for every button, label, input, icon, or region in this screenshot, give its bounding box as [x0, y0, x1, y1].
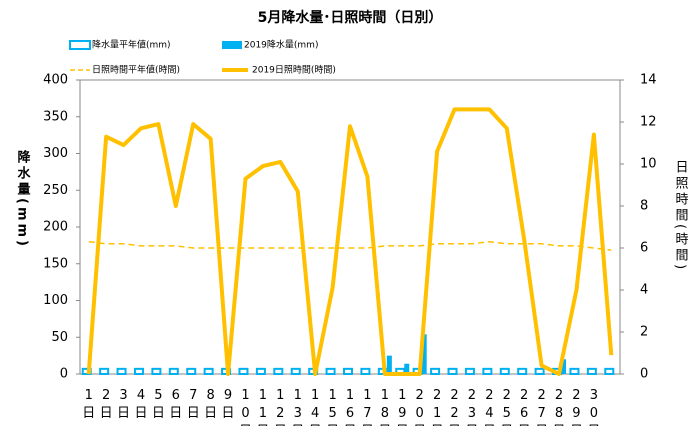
normal-rain-box	[360, 367, 371, 376]
x-tick-label: 21日	[431, 388, 444, 427]
normal-rain-box	[604, 367, 615, 376]
y-tick-label: 150	[43, 256, 68, 271]
legend-swatch	[222, 41, 242, 49]
x-tick-label: 27日	[535, 388, 548, 427]
normal-rain-box	[586, 367, 597, 376]
x-tick-label: 29日	[570, 388, 583, 427]
normal-rain-box	[447, 367, 458, 376]
y2-tick-label: 0	[640, 367, 648, 382]
x-tick-label: 30日	[587, 388, 600, 427]
y2-tick-label: 6	[640, 241, 648, 256]
normal-rain-box	[464, 367, 475, 376]
x-tick-label: 23日	[465, 388, 478, 427]
x-tick-label: 28日	[553, 388, 566, 427]
normal-rain-box	[203, 367, 214, 376]
normal-rain-box	[569, 367, 580, 376]
y2-tick-label: 4	[640, 283, 648, 298]
normal-rain-box	[343, 367, 353, 376]
normal-rain-box	[273, 367, 284, 376]
x-tick-label: 20日	[413, 388, 426, 427]
legend-label: 日照時間平年値(時間)	[92, 64, 180, 76]
y-tick-label: 250	[43, 183, 68, 198]
y2-tick-label: 8	[640, 199, 648, 214]
x-tick-label: 13日	[291, 388, 304, 427]
rain-bar	[421, 334, 427, 374]
y-tick-label: 350	[43, 109, 68, 124]
normal-rain-box	[499, 367, 510, 376]
x-tick-label: 10日	[239, 388, 252, 427]
normal-rain-box	[133, 367, 144, 376]
legend-label: 2019日照時間(時間)	[252, 65, 336, 76]
y-tick-label: 300	[43, 146, 68, 161]
legend-swatch	[69, 40, 91, 50]
y-axis-label: 降水量(mm)	[15, 149, 31, 249]
normal-rain-box	[430, 367, 441, 376]
y-tick-label: 100	[43, 293, 68, 308]
x-tick-label: 19日	[396, 388, 409, 427]
x-tick-label: 12日	[274, 388, 287, 427]
y-tick-label: 0	[60, 367, 68, 382]
x-tick-label: 11日	[256, 388, 269, 427]
rain-bar	[561, 359, 567, 374]
normal-rain-box	[168, 367, 179, 376]
x-tick-label: 26日	[518, 388, 531, 427]
y2-tick-label: 10	[640, 157, 657, 172]
normal-rain-box	[534, 367, 545, 376]
normal-rain-box	[517, 367, 528, 376]
normal-rain-box	[116, 367, 127, 376]
normal-rain-box	[186, 367, 197, 376]
rain-bar	[404, 363, 410, 374]
x-tick-label: 22日	[448, 388, 461, 427]
legend-label: 2019降水量(mm)	[244, 39, 318, 51]
legend-label: 降水量平年値(mm)	[92, 39, 171, 51]
normal-rain-box	[325, 367, 336, 376]
y-tick-label: 50	[51, 330, 68, 345]
x-tick-label: 24日	[483, 388, 496, 427]
y2-tick-label: 12	[640, 115, 657, 130]
chart-title: 5月降水量･日照時間（日別）	[258, 9, 443, 26]
x-tick-label: 15日	[326, 388, 339, 427]
normal-rain-box	[290, 367, 301, 376]
rain-bar	[386, 355, 392, 374]
x-tick-label: 25日	[500, 388, 513, 427]
normal-sunshine-line	[88, 240, 612, 251]
x-tick-label: 16日	[343, 388, 356, 427]
plot-border	[79, 79, 621, 375]
y-tick-label: 200	[43, 220, 68, 235]
y2-tick-label: 2	[640, 325, 648, 340]
normal-rain-box	[255, 367, 266, 376]
sunshine-line	[86, 107, 614, 376]
x-tick-label: 14日	[309, 388, 322, 427]
y-tick-label: 400	[43, 73, 68, 88]
normal-rain-box	[482, 367, 493, 376]
y2-tick-label: 14	[640, 73, 657, 88]
y2-axis-label: 日照時間(時間)	[673, 160, 689, 272]
x-tick-label: 18日	[378, 388, 391, 427]
normal-rain-box	[238, 367, 249, 376]
normal-rain-box	[99, 367, 110, 376]
x-tick-label: 17日	[361, 388, 374, 427]
normal-rain-box	[151, 367, 162, 376]
